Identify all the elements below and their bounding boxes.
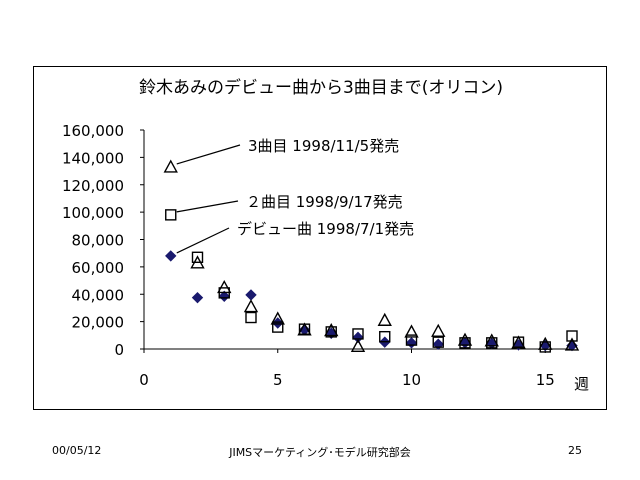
y-tick-label: 100,000	[62, 204, 124, 222]
x-tick-label: 5	[273, 371, 283, 389]
data-point-square	[325, 326, 337, 338]
annotation-leader-line	[176, 144, 241, 165]
y-tick-label: 160,000	[62, 122, 124, 140]
page-number: 25	[568, 444, 582, 457]
y-tick-label: 60,000	[72, 259, 125, 277]
y-tick-label: 140,000	[62, 149, 124, 167]
data-point-square	[245, 311, 257, 324]
data-point-triangle	[377, 312, 392, 326]
annotation-label: デビュー曲 1998/7/1発売	[237, 220, 414, 238]
data-point-square	[405, 334, 418, 346]
data-point-triangle	[564, 337, 580, 351]
data-point-diamond	[352, 331, 364, 344]
data-point-triangle	[270, 311, 285, 325]
data-point-diamond	[218, 290, 230, 303]
data-point-diamond	[405, 337, 418, 349]
x-tick-label: 10	[402, 371, 421, 389]
data-point-square	[165, 209, 177, 221]
x-axis-title: 週	[574, 375, 589, 393]
y-tick-label: 80,000	[72, 232, 125, 250]
annotation-label: 3曲目 1998/11/5発売	[248, 137, 399, 155]
data-point-triangle	[243, 299, 259, 313]
x-tick-label: 0	[139, 371, 149, 389]
chart-svg: 鈴木あみのデビュー曲から3曲目まで(オリコン) 0 20,000 40,000 60,0…	[62, 77, 589, 393]
data-point-diamond	[165, 250, 177, 262]
data-point-square	[566, 330, 578, 342]
data-point-triangle	[163, 159, 178, 173]
data-point-triangle	[324, 323, 339, 337]
data-point-diamond	[191, 291, 204, 304]
data-point-triangle	[511, 335, 526, 349]
data-point-triangle	[190, 255, 205, 269]
data-point-triangle	[217, 279, 232, 294]
chart-title: 鈴木あみのデビュー曲から3曲目まで(オリコン)	[139, 77, 503, 98]
data-point-triangle	[484, 333, 499, 347]
data-point-square	[432, 336, 444, 348]
annotation-label: ２曲目 1998/9/17発売	[246, 193, 403, 211]
data-point-triangle	[431, 323, 446, 337]
data-point-triangle	[297, 322, 312, 336]
annotation-leader-line	[176, 227, 230, 254]
data-point-triangle	[404, 324, 419, 338]
y-tick-label: 20,000	[72, 314, 125, 332]
data-point-square	[379, 330, 391, 343]
y-tick-label: 120,000	[62, 177, 124, 195]
data-point-triangle	[538, 336, 553, 350]
x-tick-label: 15	[536, 371, 555, 389]
data-point-triangle	[457, 332, 473, 346]
data-point-diamond	[272, 317, 284, 329]
y-tick-label: 40,000	[72, 286, 125, 304]
data-point-diamond	[245, 289, 257, 301]
data-point-square	[191, 251, 204, 263]
data-point-square	[272, 321, 284, 333]
chart-frame: 鈴木あみのデビュー曲から3曲目まで(オリコン) 0 20,000 40,000 60,0…	[33, 66, 607, 410]
footer-date: 00/05/12	[52, 444, 102, 457]
y-tick-label: 0	[114, 341, 124, 359]
data-point-triangle	[350, 338, 366, 352]
footer-title: JIMSマーケティング･モデル研究部会	[229, 446, 411, 459]
annotation-leader-line	[176, 200, 239, 213]
